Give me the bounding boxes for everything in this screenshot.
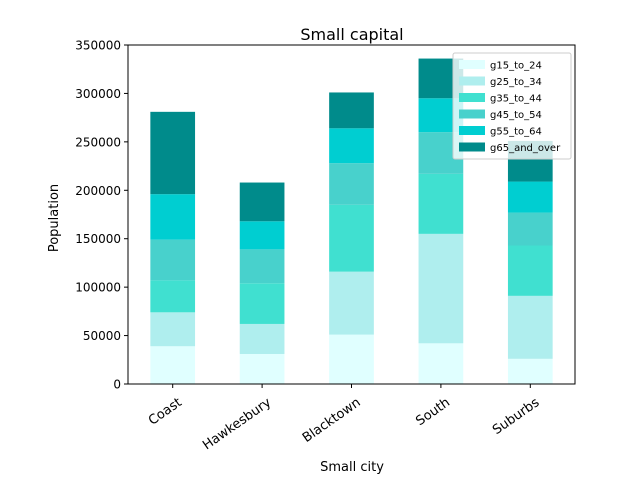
y-axis: 0 50000 100000 150000 200000 250000 300000 3500…: [75, 39, 128, 392]
bar-g35_to_44-south: [418, 173, 464, 234]
bar-g35_to_44-hawkesbury: [239, 283, 285, 324]
legend-label-g35_to_44: g35_to_44: [490, 94, 542, 105]
legend-label-g65_and_over: g65_and_over: [490, 143, 561, 154]
bar-g15_to_24-south: [418, 343, 464, 384]
bar-g65_and_over-hawkesbury: [239, 182, 285, 222]
y-tick-label: 150000: [75, 232, 121, 246]
bar-g45_to_54-coast: [150, 239, 196, 281]
bar-g65_and_over-coast: [150, 111, 196, 195]
x-tick-label: Blacktown: [300, 395, 364, 446]
y-tick-label: 50000: [83, 329, 121, 343]
bar-g25_to_34-hawkesbury: [239, 323, 285, 354]
legend-swatch-g15_to_24: [459, 60, 485, 69]
bar-g25_to_34-suburbs: [507, 295, 553, 359]
bar-g45_to_54-hawkesbury: [239, 249, 285, 284]
bar-g55_to_64-suburbs: [507, 181, 553, 213]
x-tick-label: Coast: [146, 395, 185, 428]
bar-g25_to_34-south: [418, 233, 464, 344]
x-tick-label: Suburbs: [490, 395, 542, 438]
bar-g15_to_24-coast: [150, 346, 196, 384]
bar-g25_to_34-blacktown: [329, 271, 374, 335]
bar-g35_to_44-suburbs: [507, 245, 553, 296]
bar-g55_to_64-hawkesbury: [239, 221, 285, 250]
bar-g35_to_44-coast: [150, 280, 196, 313]
bars-layer: [150, 58, 553, 384]
legend-label-g25_to_34: g25_to_34: [490, 77, 542, 88]
bar-g35_to_44-blacktown: [329, 204, 374, 272]
y-tick-label: 200000: [75, 184, 121, 198]
bar-g65_and_over-blacktown: [329, 92, 374, 129]
legend: g15_to_24 g25_to_34 g35_to_44 g45_to_54 g55_…: [452, 52, 572, 160]
bar-g15_to_24-blacktown: [329, 334, 374, 384]
legend-swatch-g45_to_54: [459, 109, 485, 119]
bar-g55_to_64-coast: [150, 194, 196, 240]
x-axis: Coast Hawkesbury Blacktown South Suburbs: [146, 384, 543, 453]
y-tick-label: 100000: [75, 281, 121, 295]
y-tick-label: 350000: [75, 39, 121, 53]
legend-label-g15_to_24: g15_to_24: [490, 61, 542, 72]
plot-frame: [127, 44, 576, 385]
bar-g45_to_54-suburbs: [507, 212, 553, 246]
y-tick-label: 0: [113, 378, 121, 392]
bar-g25_to_34-coast: [150, 312, 196, 347]
bar-g55_to_64-blacktown: [329, 128, 374, 164]
y-tick-label: 250000: [75, 135, 121, 149]
legend-swatch-g65_and_over: [459, 142, 485, 152]
y-axis-label: Population: [47, 184, 62, 252]
bar-g15_to_24-hawkesbury: [239, 353, 285, 384]
legend-swatch-g35_to_44: [459, 93, 485, 102]
x-axis-label: Small city: [320, 460, 384, 475]
legend-label-g45_to_54: g45_to_54: [490, 110, 542, 121]
x-tick-label: Hawkesbury: [200, 395, 274, 453]
x-tick-label: South: [413, 395, 453, 429]
y-tick-label: 300000: [75, 87, 121, 101]
legend-swatch-g25_to_34: [459, 76, 485, 86]
legend-label-g55_to_64: g55_to_64: [490, 127, 542, 138]
legend-swatch-g55_to_64: [459, 126, 485, 135]
bar-g15_to_24-suburbs: [507, 358, 553, 384]
chart-title: Small capital: [300, 25, 403, 44]
bar-g45_to_54-blacktown: [329, 163, 374, 205]
